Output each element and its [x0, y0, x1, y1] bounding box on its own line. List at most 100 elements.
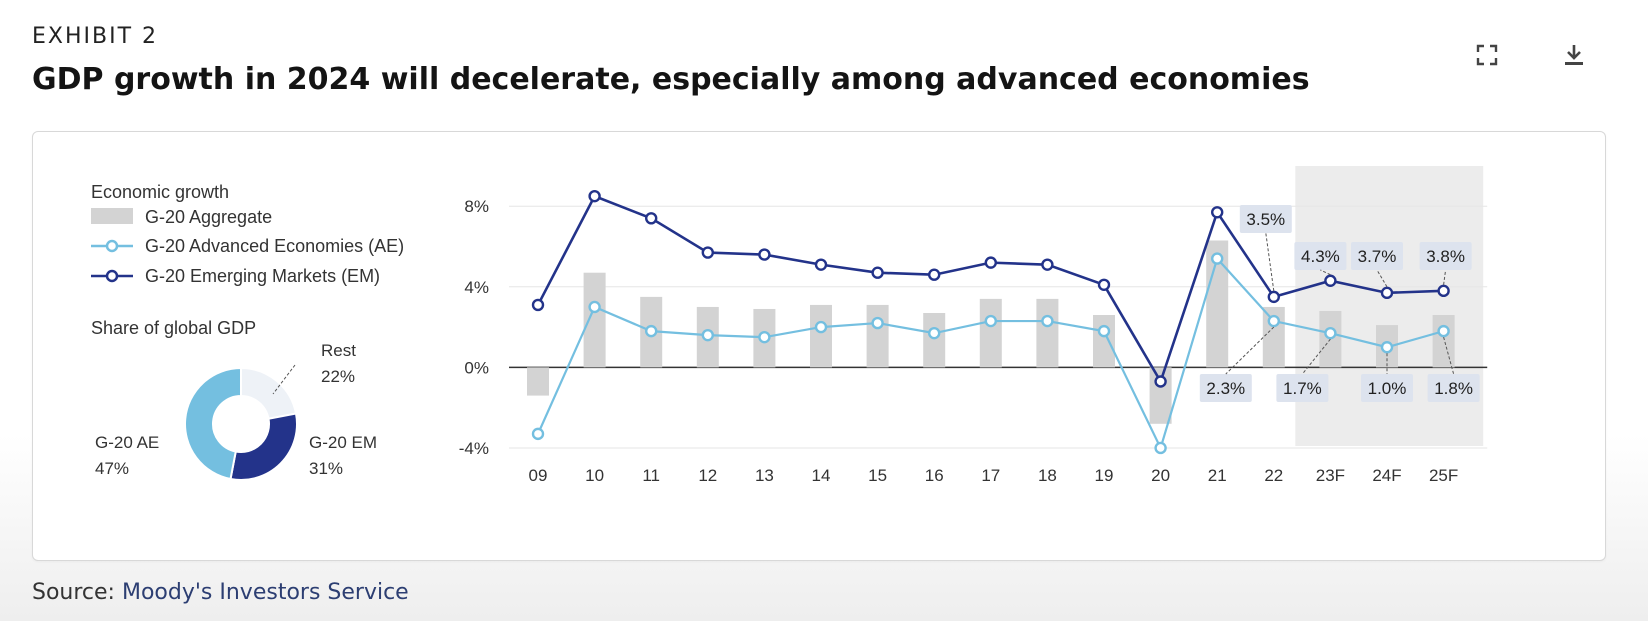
point-em-20 [1154, 375, 1167, 388]
y-tick-label: -4% [459, 439, 489, 458]
legend-title: Economic growth [91, 182, 229, 202]
donut-label-em: G-20 EM [309, 433, 377, 452]
legend-marker-em [105, 269, 119, 283]
chart-canvas: Economic growth G-20 Aggregate G-20 Adva… [91, 166, 1488, 485]
bar-17 [979, 298, 1002, 368]
point-ae-25F [1437, 324, 1450, 338]
point-em-25F [1437, 284, 1450, 298]
donut-label-rest: Rest [321, 341, 356, 360]
point-ae-17 [984, 314, 997, 328]
chart-title: GDP growth in 2024 will decelerate, espe… [32, 62, 1310, 97]
source-line: Source: Moody's Investors Service [32, 580, 409, 605]
donut-value-ae: 47% [95, 459, 129, 478]
annotation-em-24F: 3.7% [1358, 247, 1397, 266]
point-ae-13 [758, 330, 771, 344]
annotation-ae-24F-box [1361, 374, 1413, 402]
x-tick-label: 12 [698, 466, 717, 485]
donut-label-ae: G-20 AE [95, 433, 159, 452]
donut-slice-g-20-ae [184, 366, 242, 481]
source-label: Source: [32, 580, 115, 605]
annotation-ae-25F: 1.8% [1434, 379, 1473, 398]
point-em-17 [984, 256, 997, 269]
legend-swatch-aggregate [91, 208, 133, 224]
bar-25F [1432, 315, 1455, 368]
point-ae-12 [701, 328, 714, 342]
point-em-16 [928, 268, 941, 281]
donut-slice-rest [240, 366, 298, 420]
point-ae-09 [531, 427, 545, 441]
annotation-leader [1443, 336, 1455, 375]
bar-21 [1206, 240, 1229, 368]
x-tick-label: 16 [925, 466, 944, 485]
annotation-leader [1376, 269, 1388, 288]
x-tick-label: 25F [1429, 466, 1458, 485]
donut-value-em: 31% [309, 459, 343, 478]
forecast-shade [1295, 166, 1484, 446]
annotation-em-25F-box [1419, 242, 1472, 270]
rest-leader-line [272, 364, 296, 395]
point-em-14 [814, 258, 828, 271]
point-ae-15 [871, 316, 884, 330]
point-em-24F [1380, 286, 1394, 300]
download-icon-glyph [1565, 45, 1583, 65]
x-tick-label: 14 [812, 466, 831, 485]
share-donut: Share of global GDP Rest 22% G-20 EM 31%… [91, 318, 377, 481]
series-markers [531, 189, 1450, 455]
annotation-ae-24F: 1.0% [1368, 379, 1407, 398]
annotation-ae-23F-box [1276, 374, 1329, 402]
chart-card: Economic growth G-20 Aggregate G-20 Adva… [32, 131, 1606, 561]
x-tick-label: 21 [1208, 466, 1227, 485]
legend-item-aggregate: G-20 Aggregate [145, 207, 272, 227]
point-ae-22 [1267, 314, 1281, 328]
legend-item-em: G-20 Emerging Markets (EM) [145, 266, 380, 286]
x-tick-label: 20 [1151, 466, 1170, 485]
annotation-em-22: 3.5% [1246, 210, 1285, 229]
annotation-leader [1443, 269, 1447, 285]
annotation-em-24F-box [1351, 242, 1403, 270]
x-tick-label: 09 [529, 466, 548, 485]
point-ae-18 [1041, 314, 1054, 328]
x-tick-label: 24F [1372, 466, 1401, 485]
point-ae-11 [645, 324, 658, 338]
bar-19 [1093, 315, 1115, 368]
y-tick-label: 0% [464, 358, 489, 377]
bar-09 [527, 367, 549, 396]
point-em-23F [1324, 274, 1337, 287]
source-link[interactable]: Moody's Investors Service [121, 580, 409, 605]
forecast-band [1295, 166, 1484, 446]
legend: Economic growth G-20 Aggregate G-20 Adva… [91, 182, 404, 286]
download-icon[interactable] [1559, 40, 1589, 70]
donut-slice-g-20-em [229, 412, 298, 481]
x-tick-label: 18 [1038, 466, 1057, 485]
annotation-em-25F: 3.8% [1426, 247, 1465, 266]
point-em-19 [1097, 278, 1111, 291]
annotation-em-23F-box [1294, 242, 1347, 270]
y-tick-label: 8% [464, 197, 489, 216]
point-ae-14 [814, 320, 828, 334]
x-tick-label: 19 [1095, 466, 1114, 485]
point-em-11 [645, 212, 658, 225]
point-em-10 [588, 189, 601, 203]
point-ae-24F [1380, 341, 1394, 354]
annotation-ae-25F-box [1427, 374, 1480, 402]
point-ae-19 [1097, 324, 1111, 338]
annotation-em-22-box [1239, 205, 1292, 233]
point-ae-21 [1210, 252, 1224, 265]
annotation-leader [1225, 326, 1275, 375]
legend-marker-ae [105, 239, 119, 253]
point-em-13 [758, 248, 771, 261]
expand-icon[interactable] [1472, 40, 1502, 70]
axis-ticks: 8% 4% 0% -4% 09 10 11 12 13 14 15 16 17 18 19 20 21 22 23F… [459, 197, 1458, 485]
point-em-21 [1210, 206, 1224, 219]
annotation-leader [1320, 269, 1331, 276]
annotation-em-23F: 4.3% [1301, 247, 1340, 266]
expand-icon-glyph [1476, 44, 1498, 66]
point-em-09 [531, 298, 545, 312]
y-tick-label: 4% [464, 278, 489, 297]
x-tick-label: 13 [755, 466, 774, 485]
x-tick-label: 10 [585, 466, 604, 485]
point-ae-20 [1154, 441, 1167, 455]
x-tick-label: 22 [1264, 466, 1283, 485]
donut-slices [184, 366, 298, 481]
legend-item-ae: G-20 Advanced Economies (AE) [145, 236, 404, 256]
